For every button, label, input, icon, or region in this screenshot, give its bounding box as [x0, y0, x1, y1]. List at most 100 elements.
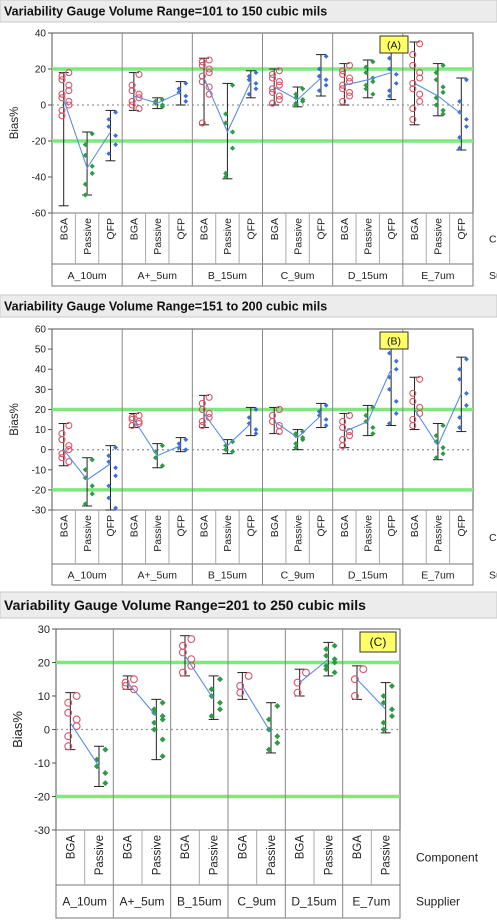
y-tick-label: -30 [34, 825, 50, 837]
component-label-qfp: QFP [175, 515, 187, 537]
y-tick-label: -10 [34, 758, 50, 770]
point-c-9um-bga [275, 428, 283, 436]
supplier-label-a-5um: A+_5um [138, 570, 178, 582]
component-label-qfp: QFP [316, 218, 328, 240]
y-tick-label: 20 [38, 657, 50, 669]
point-a-5um-qfp [183, 81, 189, 86]
component-label-passive: Passive [209, 835, 221, 875]
point-a-5um-bga [121, 681, 130, 690]
point-d-15um-qfp [387, 350, 392, 356]
point-c-9um-passive [300, 428, 306, 435]
mean-line-b-15um [184, 655, 215, 700]
point-e-7um-passive [388, 682, 395, 689]
point-e-7um-passive [380, 719, 387, 726]
component-label-passive: Passive [94, 835, 106, 875]
component-label-bga: BGA [199, 515, 211, 537]
point-d-15um-passive [363, 412, 369, 419]
point-a-10um-passive [89, 163, 95, 169]
point-d-15um-passive [363, 64, 369, 70]
point-c-9um-qfp [323, 82, 329, 88]
point-a-5um-qfp [183, 437, 189, 443]
point-c-9um-passive [265, 716, 272, 723]
point-e-7um-qfp [457, 366, 462, 372]
point-d-15um-passive [331, 656, 338, 663]
point-e-7um-bga [409, 105, 417, 113]
point-a-5um-qfp [176, 90, 182, 95]
supplier-label-c-9um: C_9um [281, 270, 315, 282]
point-e-7um-qfp [464, 124, 469, 129]
point-d-15um-passive [323, 652, 330, 659]
y-tick-label: -30 [32, 506, 47, 517]
point-d-15um-qfp [387, 374, 392, 380]
point-e-7um-passive [440, 89, 446, 95]
component-label-qfp: QFP [316, 515, 328, 537]
y-tick-label: 0 [40, 101, 46, 112]
y-tick-label: 60 [35, 325, 47, 336]
point-a-10um-passive [82, 192, 88, 198]
point-c-9um-bga [275, 67, 283, 75]
y-tick-label: -60 [32, 209, 47, 220]
supplier-row-label: Supplier [489, 570, 497, 582]
point-c-9um-passive [293, 91, 299, 97]
point-e-7um-bga [409, 61, 417, 69]
annotation-box [379, 331, 409, 350]
supplier-label-d-15um: D_15um [348, 270, 388, 282]
point-a-5um-passive [151, 706, 158, 713]
point-c-9um-passive [274, 733, 281, 740]
point-d-15um-qfp [387, 421, 392, 426]
point-a-10um-qfp [113, 142, 119, 147]
y-tick-label: 10 [35, 425, 47, 436]
point-a-10um-bga [58, 454, 66, 462]
point-e-7um-bga [416, 90, 424, 98]
point-e-7um-passive [440, 84, 446, 90]
mean-line-a-5um [133, 91, 181, 104]
point-a-10um-passive [89, 483, 95, 489]
point-a-10um-bga [58, 106, 66, 114]
point-a-10um-passive [82, 152, 88, 158]
supplier-label-e-7um: E_7um [352, 895, 390, 909]
point-c-9um-bga [275, 96, 283, 104]
point-b-15um-passive [223, 170, 229, 176]
component-label-bga: BGA [180, 835, 192, 860]
point-a-10um-passive [102, 780, 109, 787]
supplier-row-label: Supplier [489, 270, 497, 282]
point-c-9um-qfp [323, 403, 329, 408]
supplier-label-a-10um: A_10um [68, 570, 107, 582]
component-label-qfp: QFP [175, 218, 187, 240]
supplier-label-b-15um: B_15um [208, 270, 247, 282]
point-e-7um-bga [350, 675, 359, 684]
component-label-qfp: QFP [386, 515, 398, 537]
point-d-15um-bga [339, 423, 347, 432]
point-e-7um-passive [433, 455, 439, 461]
point-d-15um-bga [302, 668, 310, 677]
supplier-label-a-10um: A_10um [68, 270, 107, 282]
point-b-15um-bga [198, 119, 206, 127]
component-label-passive: Passive [292, 218, 304, 255]
point-a-10um-bga [65, 446, 73, 454]
mean-line-e-7um [356, 678, 387, 710]
component-label-bga: BGA [129, 218, 141, 240]
chart-title: Variability Gauge Volume Range=101 to 15… [4, 5, 327, 19]
point-b-15um-bga [205, 65, 213, 73]
annotation-label: (C) [370, 635, 387, 649]
point-e-7um-bga [416, 74, 424, 82]
point-c-9um-passive [293, 95, 299, 101]
point-b-15um-bga [178, 668, 187, 677]
point-b-15um-passive [216, 706, 223, 713]
supplier-label-e-7um: E_7um [421, 270, 455, 282]
point-c-9um-passive [293, 445, 299, 451]
mean-line-e-7um [414, 393, 462, 447]
point-a-10um-passive [82, 501, 88, 507]
point-e-7um-bga [409, 115, 417, 123]
component-label-passive: Passive [151, 835, 163, 875]
point-a-5um-bga [128, 97, 136, 105]
component-label-passive: Passive [433, 218, 445, 255]
y-tick-label: 0 [40, 445, 46, 456]
component-label-qfp: QFP [245, 515, 257, 537]
point-e-7um-passive [433, 70, 439, 76]
mean-line-a-5um [133, 419, 181, 457]
mean-line-d-15um [344, 72, 392, 86]
y-axis-label: Bias% [10, 711, 25, 748]
point-e-7um-passive [380, 699, 387, 706]
